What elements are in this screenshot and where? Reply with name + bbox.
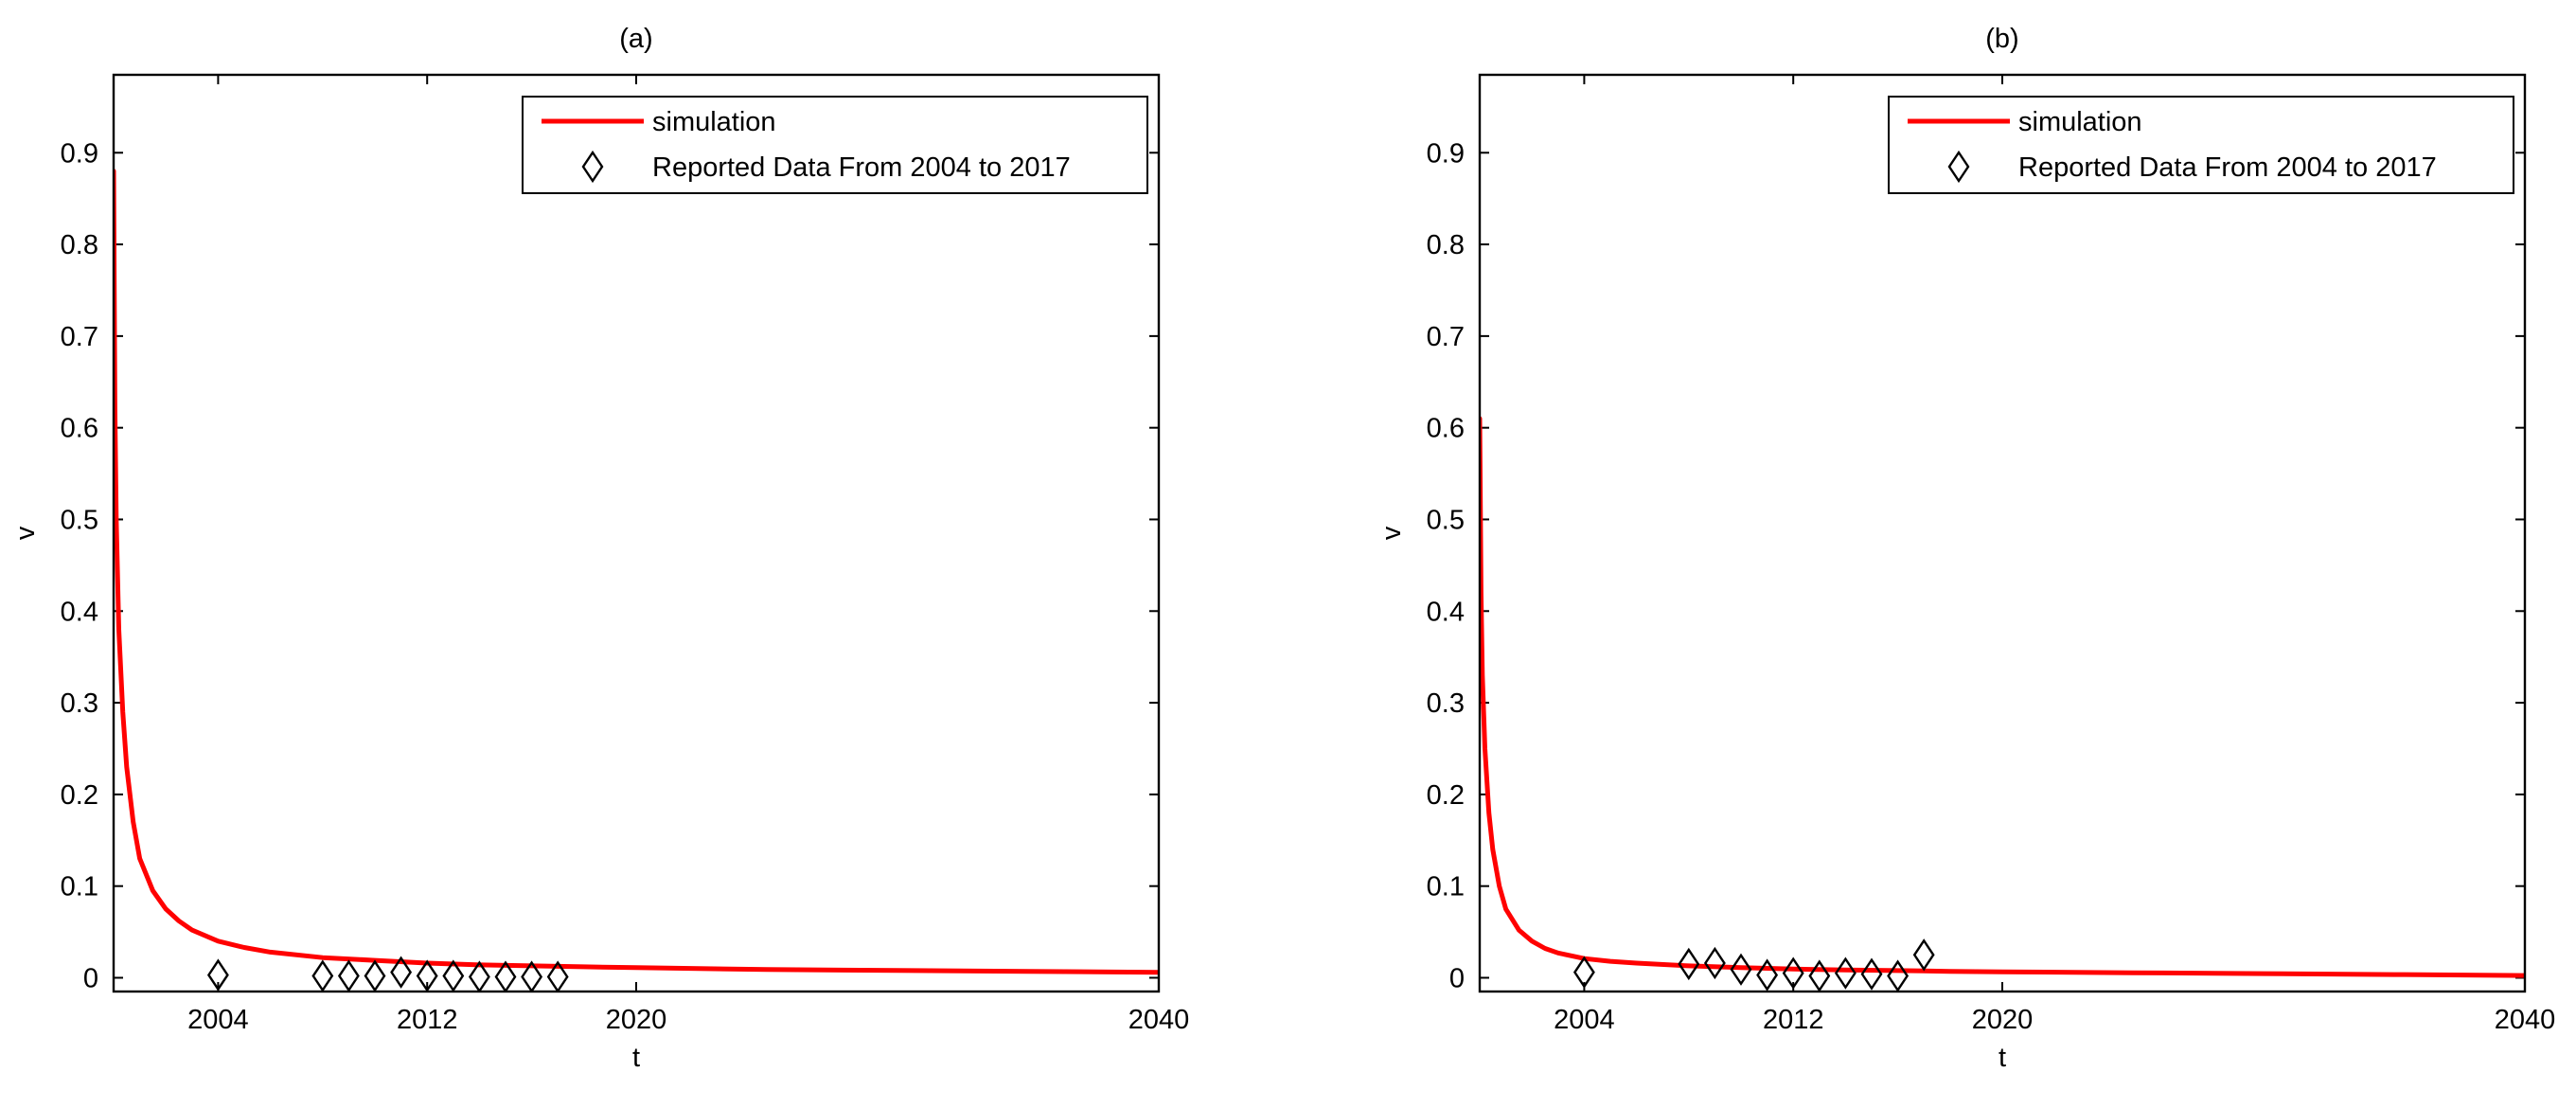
y-tick-label: 0.4 bbox=[61, 597, 98, 627]
legend: simulation Reported Data From 2004 to 201… bbox=[1888, 96, 2514, 194]
legend-label: Reported Data From 2004 to 2017 bbox=[2018, 152, 2437, 183]
y-tick-label: 0.3 bbox=[61, 688, 98, 719]
x-axis-label: t bbox=[632, 1043, 640, 1073]
data-point-marker bbox=[1782, 956, 1804, 990]
data-point-marker bbox=[1572, 956, 1595, 989]
y-tick-label: 0.2 bbox=[61, 780, 98, 811]
x-tick-label: 2012 bbox=[1763, 1005, 1824, 1035]
legend-label: simulation bbox=[652, 107, 776, 137]
data-point-marker bbox=[1912, 938, 1935, 972]
y-tick-label: 0 bbox=[1449, 963, 1465, 993]
data-point-marker bbox=[311, 959, 334, 992]
x-tick-label: 2040 bbox=[1128, 1005, 1190, 1035]
x-tick-label: 2004 bbox=[187, 1005, 249, 1035]
legend-marker-swatch bbox=[581, 150, 604, 184]
simulation-line bbox=[114, 169, 1159, 975]
axes-frame bbox=[112, 73, 1161, 993]
y-tick-label: 0.8 bbox=[61, 230, 98, 260]
x-tick-label: 2040 bbox=[2495, 1005, 2556, 1035]
y-tick-label: 0.8 bbox=[1427, 230, 1465, 260]
y-tick-label: 0.2 bbox=[1427, 780, 1465, 811]
data-point-marker bbox=[1834, 956, 1856, 990]
x-tick-label: 2012 bbox=[397, 1005, 458, 1035]
legend: simulation Reported Data From 2004 to 201… bbox=[522, 96, 1148, 194]
y-axis-label: v bbox=[1377, 526, 1407, 540]
legend-marker-swatch bbox=[1947, 150, 1970, 184]
y-tick-label: 0.6 bbox=[61, 414, 98, 444]
x-tick-label: 2004 bbox=[1554, 1005, 1615, 1035]
data-point-marker bbox=[1730, 953, 1752, 986]
chart-panel-a: (a) 0 0.1 0.2 0.3 0.4 0.5 0.6 0.7 0.8 0.9 2004 2012 2… bbox=[10, 24, 1189, 1073]
y-tick-label: 0.9 bbox=[1427, 138, 1465, 169]
legend-label: Reported Data From 2004 to 2017 bbox=[652, 152, 1071, 183]
data-point-marker bbox=[206, 958, 229, 992]
y-tick-label: 0.7 bbox=[61, 322, 98, 352]
y-tick-label: 0.6 bbox=[1427, 414, 1465, 444]
legend-box bbox=[1888, 96, 2514, 194]
y-tick-label: 0.5 bbox=[61, 505, 98, 535]
data-point-marker bbox=[390, 956, 413, 989]
chart-panel-b: (b) 0 0.1 0.2 0.3 0.4 0.5 0.6 0.7 0.8 0.9 2004 2012 2… bbox=[1377, 24, 2555, 1073]
data-point-marker bbox=[1887, 959, 1910, 992]
data-point-marker bbox=[442, 959, 465, 992]
data-point-marker bbox=[337, 959, 360, 992]
simulation-line bbox=[1480, 416, 2525, 978]
data-point-marker bbox=[416, 959, 438, 992]
y-tick-label: 0 bbox=[83, 963, 98, 993]
y-tick-label: 0.1 bbox=[1427, 872, 1465, 902]
y-tick-label: 0.5 bbox=[1427, 505, 1465, 535]
y-tick-label: 0.1 bbox=[61, 872, 98, 902]
plot-area bbox=[1480, 416, 2525, 992]
x-tick-label: 2020 bbox=[606, 1005, 667, 1035]
chart-title: (b) bbox=[1985, 24, 2018, 54]
y-axis-label: v bbox=[10, 526, 41, 540]
data-point-marker bbox=[1860, 957, 1883, 991]
chart-title: (a) bbox=[619, 24, 652, 54]
axes-frame bbox=[1478, 73, 2527, 993]
legend-box bbox=[522, 96, 1148, 194]
y-tick-label: 0.9 bbox=[61, 138, 98, 169]
data-point-marker bbox=[1703, 946, 1726, 980]
data-point-marker bbox=[1808, 959, 1831, 992]
y-tick-label: 0.7 bbox=[1427, 322, 1465, 352]
legend-label: simulation bbox=[2018, 107, 2142, 137]
x-tick-label: 2020 bbox=[1972, 1005, 2034, 1035]
x-axis-label: t bbox=[1999, 1043, 2006, 1073]
data-point-marker bbox=[364, 959, 386, 992]
data-point-marker bbox=[1678, 947, 1700, 981]
y-tick-label: 0.4 bbox=[1427, 597, 1465, 627]
y-tick-label: 0.3 bbox=[1427, 688, 1465, 719]
data-point-marker bbox=[1756, 958, 1779, 992]
